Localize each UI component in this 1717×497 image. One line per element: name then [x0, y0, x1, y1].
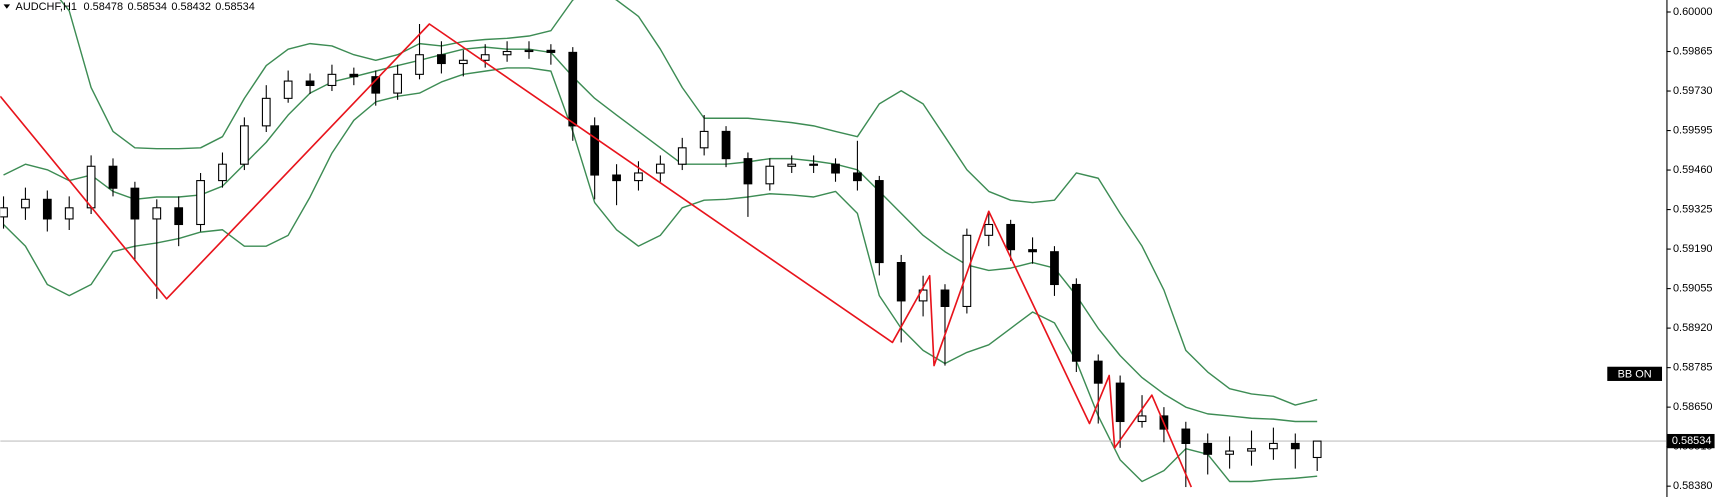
indicator-badge[interactable] — [1607, 366, 1663, 381]
candle-body — [239, 125, 249, 165]
y-tick-label: 0.59865 — [1673, 45, 1713, 57]
candle-body — [634, 172, 643, 182]
candle-body — [86, 165, 96, 209]
candle-body — [502, 50, 512, 56]
candle-body — [42, 198, 52, 220]
candle-body — [940, 289, 950, 308]
symbol-info: AUDCHF,H1 0.58478 0.58534 0.58432 0.58534 — [16, 1, 255, 13]
candle-body — [415, 54, 424, 75]
y-tick-label: 0.59055 — [1673, 282, 1713, 294]
candle-body — [349, 73, 359, 78]
candle-body — [677, 147, 687, 165]
candle-body — [809, 163, 818, 166]
candle-body — [590, 125, 600, 176]
candle-body — [1006, 223, 1016, 251]
candle-body — [984, 223, 994, 236]
last-price-label: 0.58534 — [1672, 435, 1712, 447]
last-high: 0.58534 — [127, 1, 167, 13]
candle-body — [108, 165, 118, 189]
y-tick-label: 0.58650 — [1673, 401, 1713, 413]
candle-body — [1115, 382, 1125, 423]
candle-body — [1137, 415, 1147, 423]
candle-body — [130, 187, 140, 220]
candle-body — [0, 207, 8, 218]
bollinger-upper — [59, 0, 1318, 406]
price-axis: 0.60000 0.59865 0.59730 0.59595 0.59460 0.593… — [1666, 6, 1715, 492]
candle-body — [1269, 442, 1278, 450]
candle-body — [1093, 360, 1103, 384]
symbol-menu-arrow[interactable] — [3, 4, 11, 9]
last-close: 0.58534 — [215, 1, 255, 13]
y-tick-label: 0.59460 — [1673, 164, 1713, 176]
candle-body — [1247, 448, 1256, 452]
candle-body — [743, 158, 753, 185]
y-tick-label: 0.58380 — [1673, 480, 1713, 492]
y-tick-label: 0.59325 — [1673, 203, 1713, 215]
candle-body — [1181, 428, 1191, 444]
candle-body — [546, 49, 556, 53]
candle-body — [152, 207, 162, 220]
candle-body — [524, 49, 534, 53]
candle-body — [393, 73, 403, 94]
candle-body — [64, 207, 74, 220]
candle-body — [437, 54, 446, 65]
candle-body — [896, 262, 906, 302]
candle-body — [458, 59, 468, 65]
candle-body — [721, 130, 731, 160]
candle-body — [568, 51, 578, 127]
candle-body — [261, 97, 271, 127]
symbol: AUDCHF,H1 — [16, 1, 77, 13]
candle-body — [853, 172, 862, 182]
candle-body — [174, 207, 184, 226]
y-tick-label: 0.58785 — [1673, 362, 1713, 374]
plot-area — [0, 0, 1667, 488]
candle-body — [196, 180, 205, 226]
candle-body — [612, 174, 621, 182]
y-tick-label: 0.59730 — [1673, 85, 1713, 97]
candle-body — [327, 73, 337, 87]
last-price-box — [1667, 433, 1715, 449]
candle-body — [1225, 450, 1234, 455]
candle-body — [831, 163, 840, 174]
candle-body — [283, 80, 293, 99]
candle-body — [1071, 283, 1081, 362]
candle-body — [21, 198, 30, 209]
y-tick-label: 0.59190 — [1673, 243, 1713, 255]
y-tick-label: 0.59595 — [1673, 124, 1713, 136]
candle-body — [787, 163, 797, 167]
y-tick-label: 0.58920 — [1673, 322, 1713, 334]
candle-body — [655, 163, 665, 174]
candle-body — [1290, 442, 1300, 450]
candle-body — [480, 54, 490, 61]
candle-body — [1028, 249, 1037, 253]
y-tick-label: 0.60000 — [1673, 6, 1713, 18]
candle-body — [699, 130, 709, 149]
candle-body — [1203, 442, 1213, 455]
candle-body — [874, 180, 884, 264]
candle-body — [1312, 440, 1322, 459]
candle-body — [218, 163, 227, 182]
zigzag — [0, 23, 1193, 488]
candle-body — [1050, 251, 1059, 286]
candle-body — [305, 80, 315, 87]
last-open: 0.58478 — [84, 1, 124, 13]
last-low: 0.58432 — [171, 1, 211, 13]
candle-body — [765, 165, 775, 185]
indicator-label[interactable]: BB ON — [1618, 368, 1652, 380]
